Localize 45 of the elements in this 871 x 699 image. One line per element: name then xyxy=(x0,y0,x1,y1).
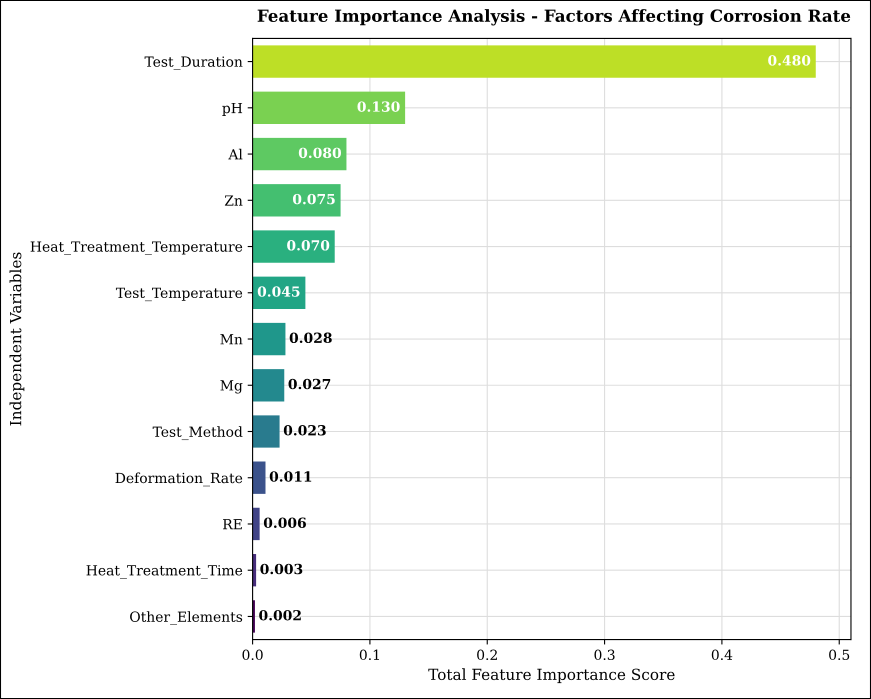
bar xyxy=(252,369,284,402)
x-tick-label: 0.4 xyxy=(712,650,732,660)
data-label: 0.480 xyxy=(768,55,810,66)
x-tick-label: 0.3 xyxy=(594,650,615,660)
y-tick-label: Mg xyxy=(220,380,242,394)
bar xyxy=(252,92,406,124)
x-tick-label: 0.5 xyxy=(829,650,850,660)
data-label: 0.070 xyxy=(287,240,330,251)
data-label: 0.023 xyxy=(284,425,326,436)
data-label: 0.027 xyxy=(288,378,330,390)
y-tick-label: RE xyxy=(223,519,242,530)
y-tick-label: Test_Temperature xyxy=(116,288,242,302)
x-tick-label: 0.1 xyxy=(360,650,379,660)
x-axis-title: Total Feature Importance Score xyxy=(428,668,675,684)
bar xyxy=(252,230,335,263)
y-tick-label: Deformation_Rate xyxy=(116,472,242,486)
bar xyxy=(252,462,266,494)
y-axis-title: Independent Variables xyxy=(10,252,24,426)
y-tick-label: Zn xyxy=(224,195,242,206)
bar xyxy=(252,138,346,170)
y-tick-label: pH xyxy=(222,102,242,116)
data-label: 0.130 xyxy=(357,101,400,112)
data-label: 0.006 xyxy=(264,518,306,528)
y-tick-label: Other_Elements xyxy=(130,611,242,626)
bar xyxy=(252,322,286,356)
data-label: 0.080 xyxy=(298,148,342,158)
y-tick-label: Test_Method xyxy=(152,426,242,440)
data-label: 0.011 xyxy=(270,471,312,482)
x-tick-label: 0.2 xyxy=(477,650,497,660)
bar xyxy=(252,184,341,216)
y-tick-label: Mn xyxy=(220,334,242,344)
y-tick-label: Test_Duration xyxy=(144,56,242,70)
x-tick-label: 0.0 xyxy=(242,650,263,660)
data-label: 0.003 xyxy=(260,564,302,574)
y-tick-label: Al xyxy=(228,148,242,160)
data-label: 0.028 xyxy=(290,332,332,344)
chart-title: Feature Importance Analysis - Factors Affecting Corrosion Rate xyxy=(258,9,850,26)
data-label: 0.075 xyxy=(292,194,335,204)
bar xyxy=(252,45,816,78)
y-tick-label: Heat_Treatment_Time xyxy=(86,565,242,579)
bar xyxy=(252,508,260,540)
bar xyxy=(252,415,280,448)
y-tick-label: Heat_Treatment_Temperature xyxy=(30,241,242,255)
data-label: 0.002 xyxy=(259,610,301,620)
data-label: 0.045 xyxy=(258,286,300,297)
